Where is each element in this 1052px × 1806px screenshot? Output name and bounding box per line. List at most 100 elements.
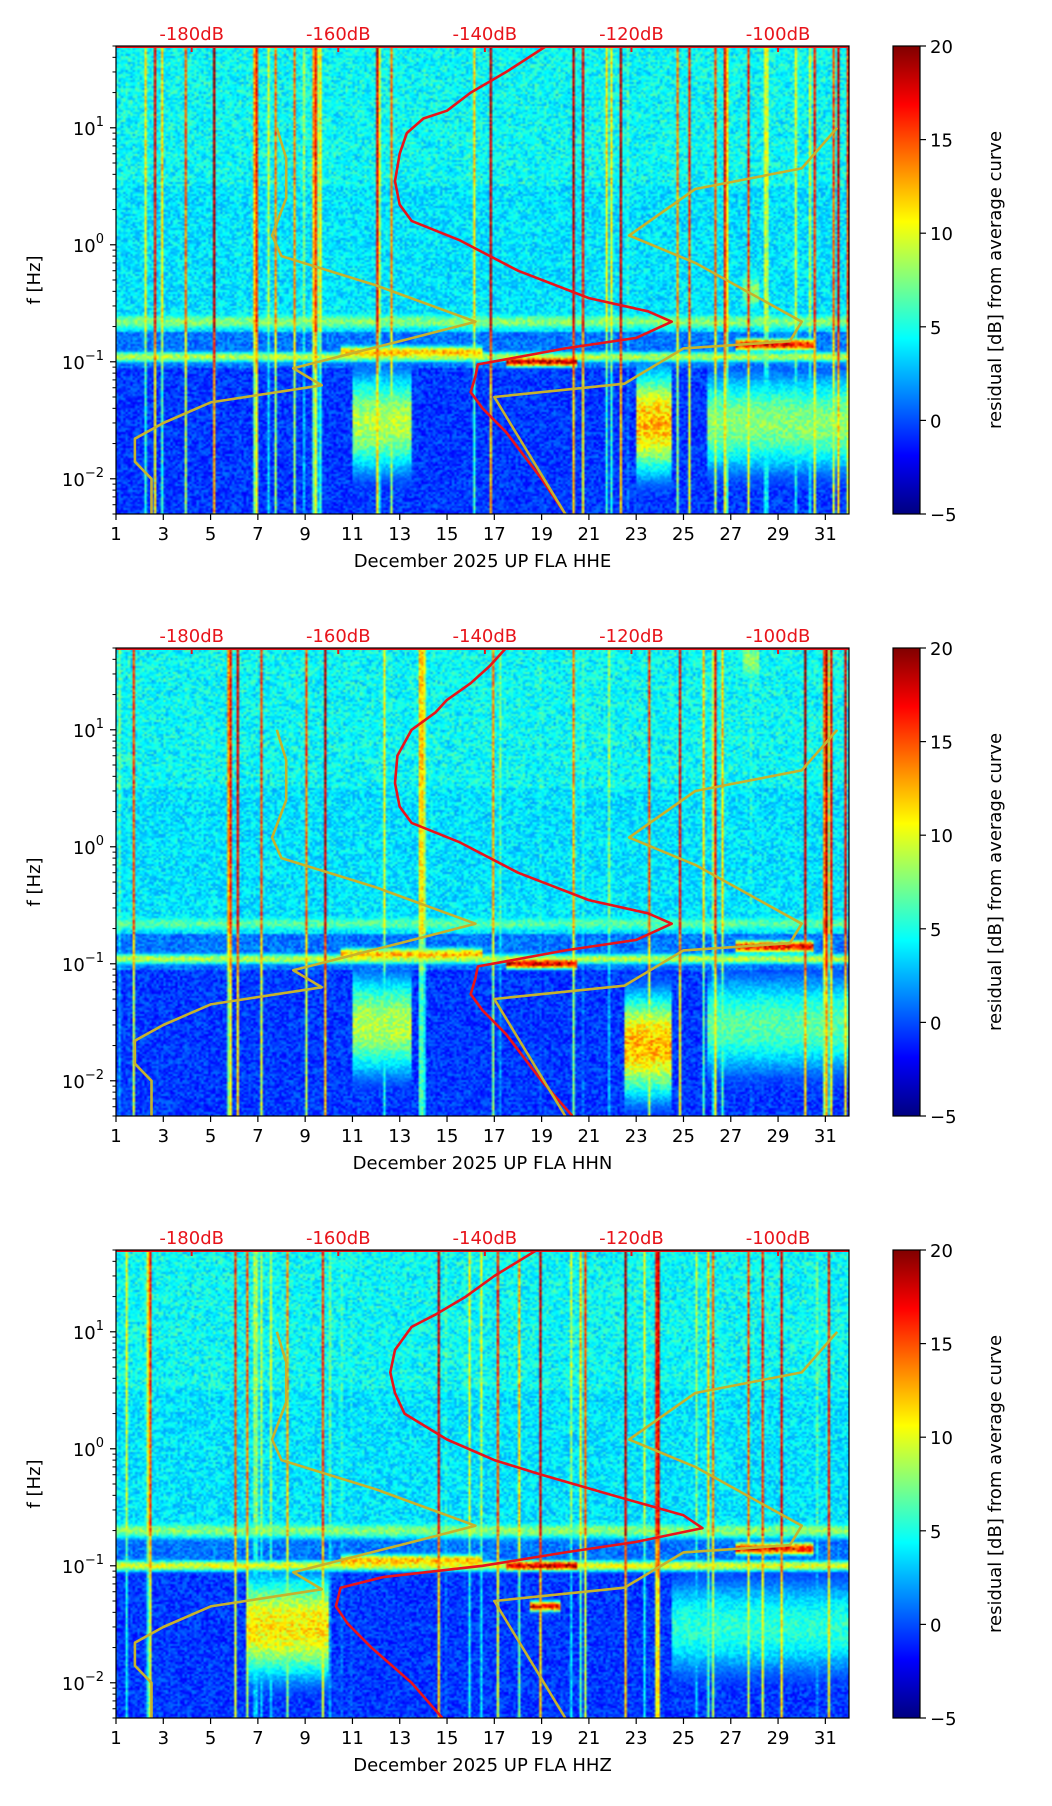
colorbar-tick-label: 0: [930, 1615, 941, 1636]
x-tick-label: 3: [158, 1728, 169, 1749]
x-tick-label: 5: [205, 1126, 216, 1147]
series-high-noise-model: [492, 126, 839, 514]
x-tick-label: 17: [483, 1728, 506, 1749]
x-tick-label: 19: [530, 1728, 553, 1749]
x-axis-label: December 2025 UP FLA HHN: [353, 1153, 613, 1174]
x-tick-label: 9: [299, 1728, 310, 1749]
colorbar-tick-label: 10: [930, 826, 953, 847]
x-tick-label: 27: [719, 1126, 742, 1147]
y-tick-label: 101: [73, 1319, 104, 1344]
x-tick-label: 27: [719, 1728, 742, 1749]
x-tick-label: 13: [388, 1728, 411, 1749]
colorbar-tick-label: 20: [930, 639, 953, 660]
x-tick-label: 3: [158, 1126, 169, 1147]
x-tick-label: 31: [814, 1126, 837, 1147]
db-label: -100dB: [746, 24, 811, 45]
db-label: -100dB: [746, 1228, 811, 1249]
x-tick-label: 1: [110, 1728, 121, 1749]
x-tick-label: 5: [205, 1728, 216, 1749]
series-median-PSD: [393, 648, 674, 1116]
spectrogram-image: [116, 46, 849, 514]
y-tick-label: 10−2: [62, 1068, 104, 1093]
x-tick-label: 19: [530, 524, 553, 545]
series-median-PSD: [393, 46, 674, 514]
spectrogram-panel: -180dB -160dB -140dB -120dB -100dB 1 3 5 7 9 11 13 1…: [0, 1204, 1052, 1806]
x-tick-label: 31: [814, 1728, 837, 1749]
colorbar: [892, 1249, 921, 1719]
x-tick-label: 29: [767, 1728, 790, 1749]
colorbar-tick-label: 0: [930, 411, 941, 432]
x-axis-label: December 2025 UP FLA HHZ: [353, 1755, 612, 1776]
x-tick-label: 25: [672, 1728, 695, 1749]
colorbar-tick-label: 10: [930, 224, 953, 245]
x-tick-label: 9: [299, 1126, 310, 1147]
x-tick-label: 29: [767, 1126, 790, 1147]
x-tick-label: 23: [625, 1126, 648, 1147]
x-tick-label: 7: [252, 1728, 263, 1749]
colorbar-tick-label: 5: [930, 920, 941, 941]
spectrogram-image: [116, 1250, 849, 1718]
db-label: -180dB: [159, 1228, 224, 1249]
x-tick-label: 7: [252, 1126, 263, 1147]
db-label: -140dB: [453, 1228, 518, 1249]
spectrogram-image: [116, 648, 849, 1116]
series-low-noise-model: [133, 1331, 477, 1718]
y-tick-label: 10−1: [62, 349, 104, 374]
y-tick-label: 100: [73, 834, 104, 859]
y-axis-label: f [Hz]: [24, 857, 45, 906]
db-label: -120dB: [599, 1228, 664, 1249]
db-label: -120dB: [599, 626, 664, 647]
db-label: -160dB: [306, 1228, 371, 1249]
colorbar-tick-label: 15: [930, 1335, 953, 1356]
x-tick-label: 11: [341, 1728, 364, 1749]
y-tick-label: 101: [73, 717, 104, 742]
x-tick-label: 7: [252, 524, 263, 545]
colorbar-tick-label: −5: [930, 505, 957, 526]
x-tick-label: 1: [110, 524, 121, 545]
db-label: -180dB: [159, 24, 224, 45]
colorbar-tick-label: −5: [930, 1107, 957, 1128]
x-tick-label: 9: [299, 524, 310, 545]
x-tick-label: 27: [719, 524, 742, 545]
x-tick-label: 29: [767, 524, 790, 545]
x-tick-label: 21: [577, 1728, 600, 1749]
db-label: -140dB: [453, 24, 518, 45]
db-label: -160dB: [306, 24, 371, 45]
db-label: -180dB: [159, 626, 224, 647]
db-label: -100dB: [746, 626, 811, 647]
x-tick-label: 25: [672, 1126, 695, 1147]
colorbar-label: residual [dB] from average curve: [985, 733, 1006, 1031]
series-high-noise-model: [492, 728, 839, 1116]
colorbar-tick-label: 0: [930, 1013, 941, 1034]
series-low-noise-model: [133, 127, 477, 514]
x-tick-label: 13: [388, 1126, 411, 1147]
y-tick-label: 10−2: [62, 466, 104, 491]
colorbar-tick-label: 10: [930, 1428, 953, 1449]
db-label: -120dB: [599, 24, 664, 45]
x-tick-label: 13: [388, 524, 411, 545]
colorbar-tick-label: 20: [930, 1241, 953, 1262]
colorbar-tick-label: −5: [930, 1709, 957, 1730]
x-tick-label: 17: [483, 1126, 506, 1147]
y-axis-label: f [Hz]: [24, 1459, 45, 1508]
y-tick-label: 10−2: [62, 1670, 104, 1695]
y-tick-label: 10−1: [62, 951, 104, 976]
colorbar: [892, 647, 921, 1117]
series-low-noise-model: [133, 729, 477, 1116]
x-tick-label: 5: [205, 524, 216, 545]
colorbar-label: residual [dB] from average curve: [985, 1335, 1006, 1633]
x-tick-label: 15: [436, 1126, 459, 1147]
x-tick-label: 21: [577, 524, 600, 545]
y-axis-label: f [Hz]: [24, 255, 45, 304]
x-tick-label: 25: [672, 524, 695, 545]
colorbar-tick-label: 20: [930, 37, 953, 58]
spectrogram-panel: -180dB -160dB -140dB -120dB -100dB 1 3 5 7 9 11 13 1…: [0, 602, 1052, 1204]
x-tick-label: 15: [436, 1728, 459, 1749]
x-tick-label: 23: [625, 1728, 648, 1749]
colorbar-label: residual [dB] from average curve: [985, 131, 1006, 429]
colorbar-tick-label: 5: [930, 1522, 941, 1543]
x-tick-label: 11: [341, 1126, 364, 1147]
x-tick-label: 19: [530, 1126, 553, 1147]
